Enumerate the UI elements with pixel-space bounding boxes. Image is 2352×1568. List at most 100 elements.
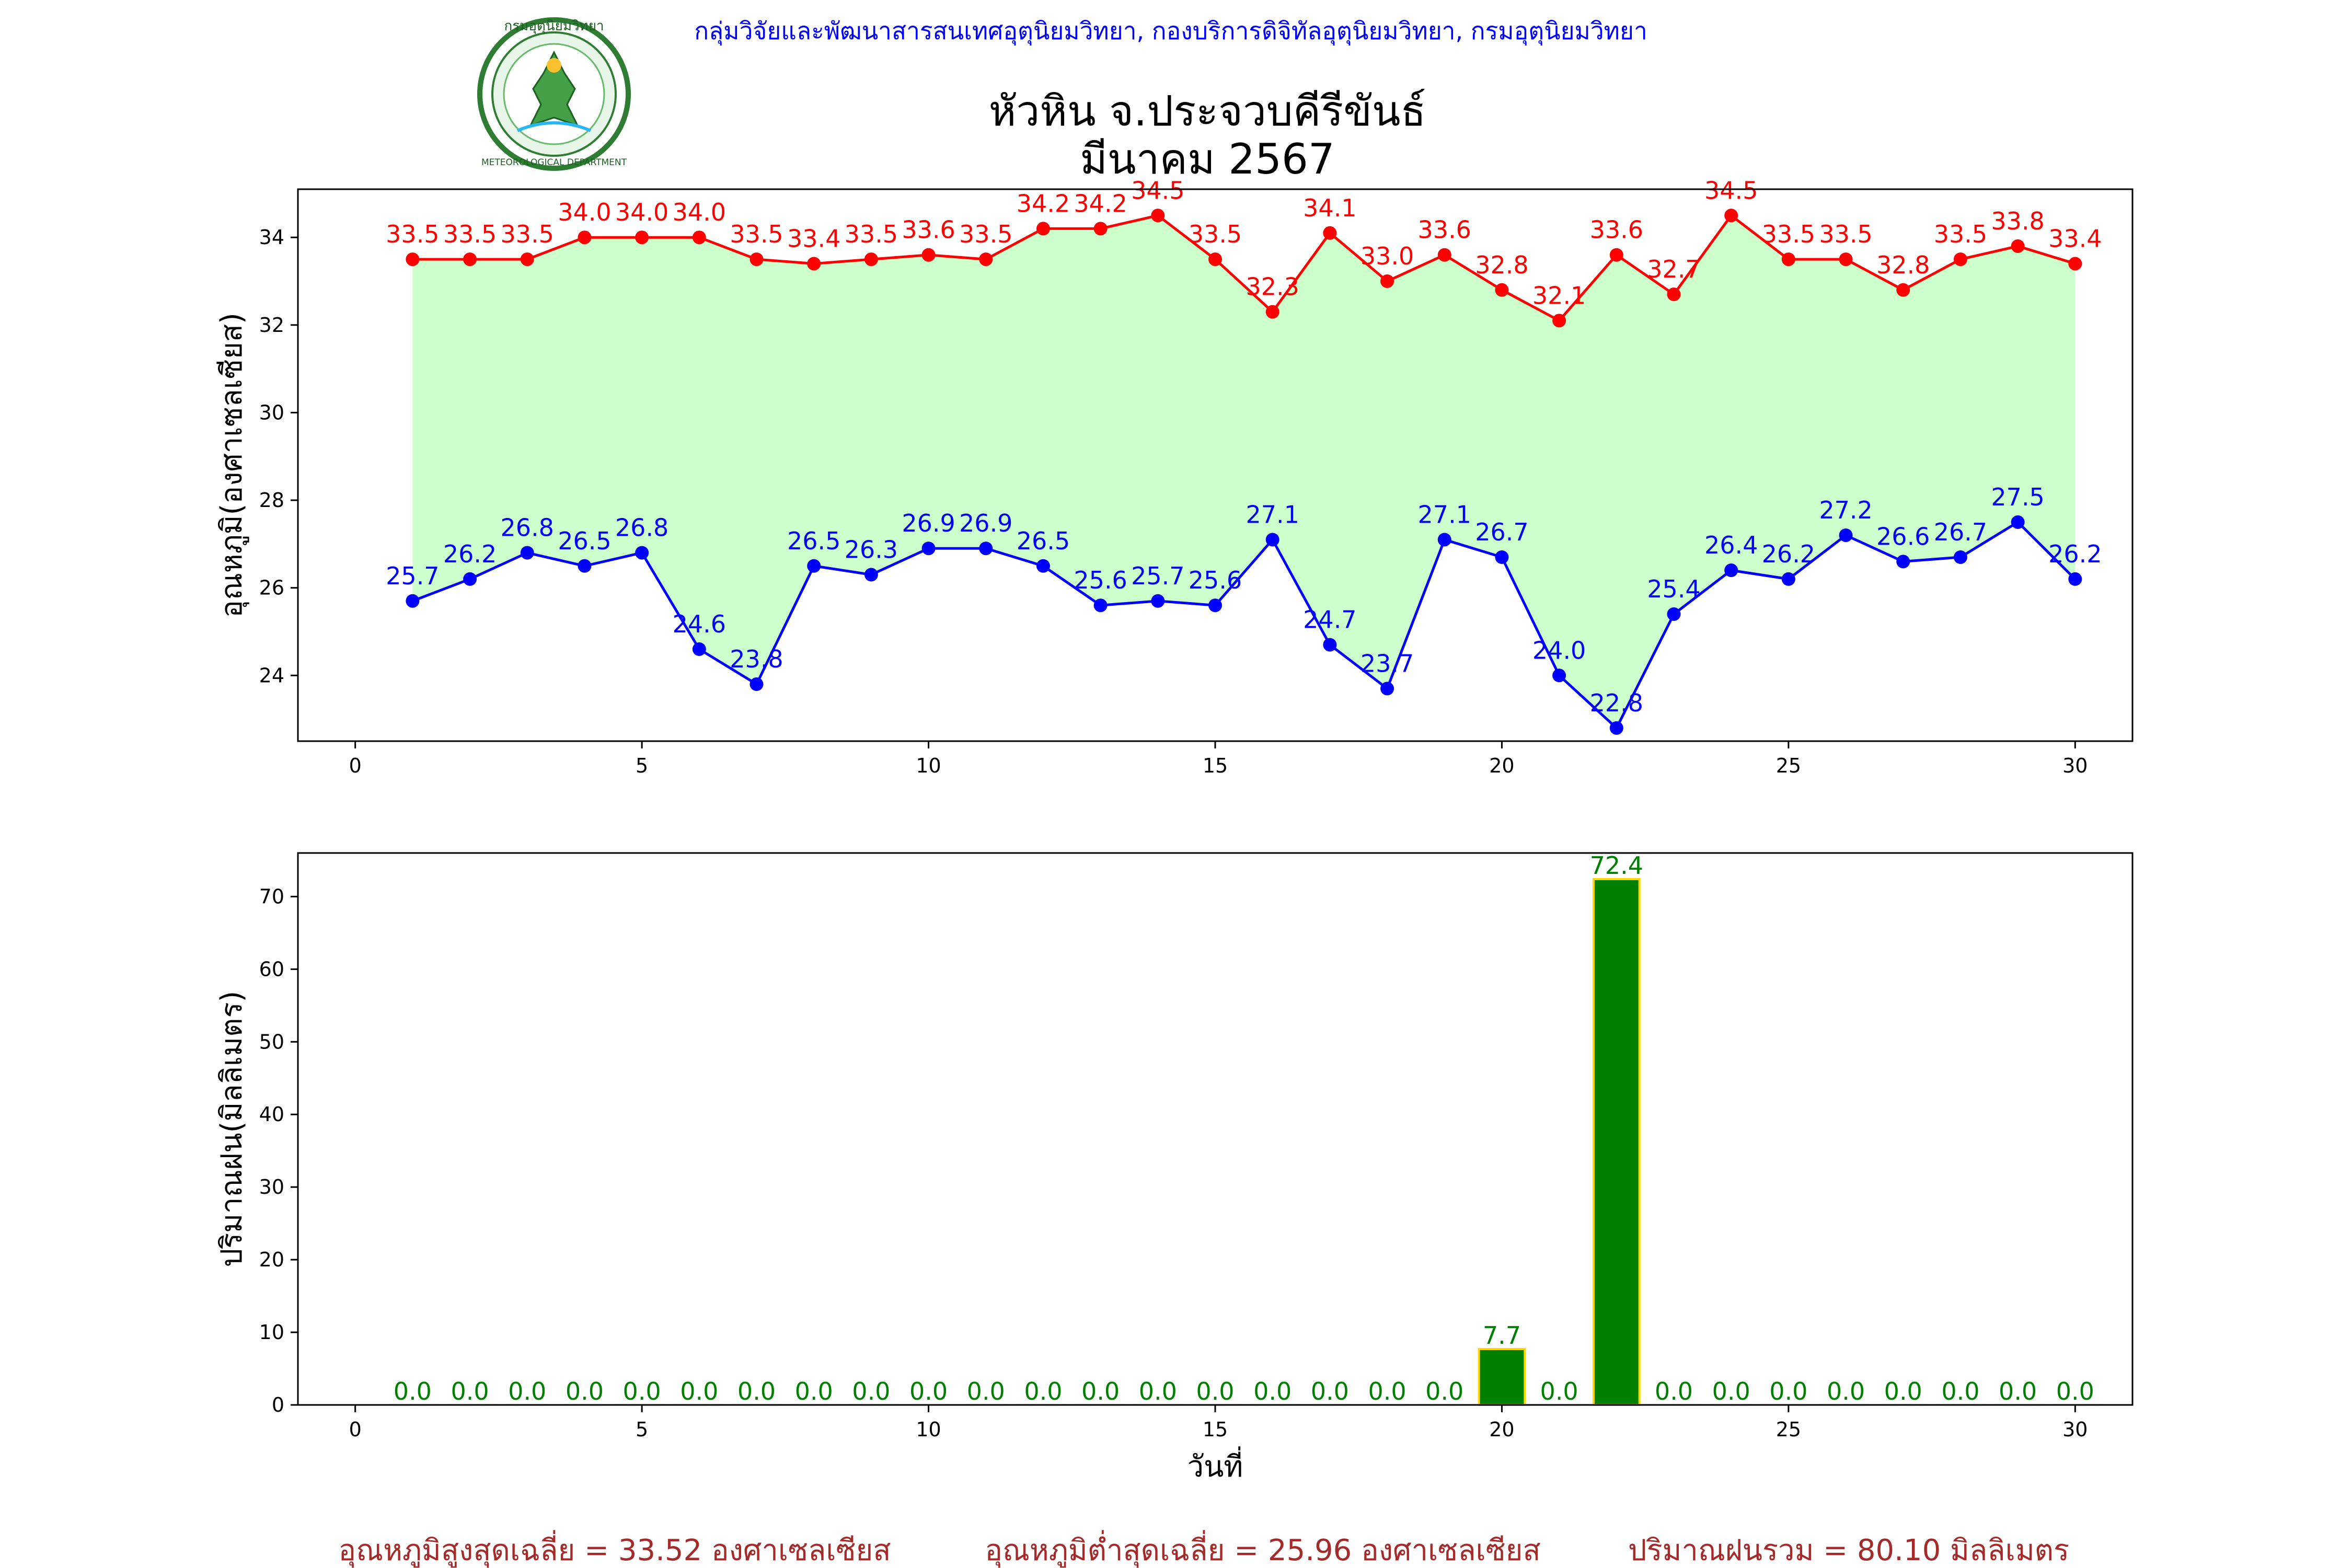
temperature-min-value-label: 26.2: [2048, 540, 2102, 568]
temperature-min-point: [750, 677, 764, 691]
temperature-min-point: [692, 642, 706, 656]
rainfall-value-label: 72.4: [1590, 851, 1643, 880]
temperature-max-point: [1667, 287, 1681, 302]
temperature-max-value-label: 33.4: [2048, 224, 2102, 252]
temperature-min-point: [921, 541, 936, 556]
temperature-min-point: [979, 541, 993, 556]
rainfall-x-tick-label: 20: [1489, 1418, 1514, 1441]
temperature-min-value-label: 27.5: [1991, 483, 2044, 511]
rainfall-y-tick-label: 60: [259, 958, 284, 981]
rainfall-value-label: 0.0: [1311, 1377, 1349, 1405]
temperature-x-tick-label: 30: [2062, 754, 2088, 777]
temperature-max-value-label: 33.5: [386, 220, 439, 248]
temperature-y-axis-label: อุณหภูมิ(องศาเซลเซียส): [215, 313, 249, 618]
temperature-max-point: [692, 230, 706, 245]
temperature-max-value-label: 33.4: [787, 224, 840, 252]
temperature-max-value-label: 33.5: [1819, 220, 1872, 248]
temperature-max-value-label: 33.5: [443, 220, 497, 248]
temperature-max-value-label: 34.2: [1017, 189, 1070, 217]
temperature-y-tick-label: 34: [259, 226, 284, 249]
temperature-min-value-label: 26.7: [1934, 518, 1987, 546]
temperature-min-value-label: 27.2: [1819, 496, 1872, 524]
temperature-max-point: [1724, 209, 1738, 223]
temperature-x-tick-label: 10: [916, 754, 941, 777]
rainfall-x-tick-label: 0: [349, 1418, 362, 1441]
temperature-min-point: [2068, 572, 2082, 586]
temperature-max-point: [1495, 283, 1509, 297]
temperature-min-value-label: 26.8: [615, 514, 668, 542]
rainfall-value-label: 0.0: [680, 1377, 718, 1405]
rainfall-value-label: 0.0: [967, 1377, 1005, 1405]
temperature-max-point: [1781, 252, 1795, 267]
temperature-min-point: [520, 546, 534, 560]
temperature-min-point: [578, 559, 592, 573]
temperature-min-value-label: 26.9: [959, 509, 1012, 537]
agency-header: กลุ่มวิจัยและพัฒนาสารสนเทศอุตุนิยมวิทยา,…: [694, 17, 1647, 46]
temperature-plot-frame: [297, 188, 2134, 742]
rainfall-value-label: 0.0: [508, 1377, 546, 1405]
rainfall-value-label: 0.0: [1884, 1377, 1922, 1405]
rainfall-chart: 0 5 10 15 20 25 30 0 10 20 30 40 50 60 70 0.0 0.0 0.0 0.0…: [215, 851, 2134, 1484]
temperature-max-value-label: 33.5: [730, 220, 783, 248]
chart-title-line2: มีนาคม 2567: [1080, 135, 1335, 183]
temperature-min-value-label: 26.3: [845, 536, 898, 564]
temperature-max-point: [1609, 248, 1623, 262]
rainfall-value-label: 0.0: [737, 1377, 776, 1405]
rainfall-value-label: 0.0: [1024, 1377, 1062, 1405]
rainfall-value-label: 0.0: [451, 1377, 489, 1405]
temperature-max-point: [406, 252, 420, 267]
temperature-min-point: [1437, 533, 1451, 547]
temperature-max-value-label: 33.0: [1361, 242, 1414, 270]
temperature-max-point: [2068, 257, 2082, 271]
logo-text-top: กรมอุตุนิยมวิทยา: [504, 18, 604, 34]
temperature-max-point: [1552, 314, 1566, 328]
temperature-max-point: [1839, 252, 1853, 267]
temperature-min-value-label: 23.7: [1361, 649, 1414, 677]
temperature-min-value-label: 26.2: [443, 540, 497, 568]
temperature-max-point: [2011, 239, 2025, 253]
temperature-min-point: [1380, 682, 1394, 696]
temperature-min-value-label: 23.8: [730, 645, 783, 673]
temperature-min-point: [2011, 515, 2025, 529]
rainfall-value-label: 0.0: [1425, 1377, 1463, 1405]
rainfall-value-label: 0.0: [1712, 1377, 1750, 1405]
temperature-max-value-label: 34.0: [615, 198, 668, 226]
temperature-min-value-label: 25.6: [1189, 566, 1242, 594]
temperature-min-point: [807, 559, 821, 573]
rainfall-x-tick-label: 30: [2062, 1418, 2088, 1441]
temperature-min-value-label: 26.5: [558, 527, 611, 555]
temperature-min-point: [1896, 555, 1910, 569]
rainfall-plot-frame: [297, 852, 2134, 1406]
rainfall-value-label: 0.0: [909, 1377, 948, 1405]
temperature-x-tick-label: 5: [636, 754, 648, 777]
temperature-max-value-label: 34.0: [558, 198, 611, 226]
temperature-min-value-label: 24.6: [673, 610, 726, 638]
temperature-x-tick-label: 0: [349, 754, 362, 777]
temperature-max-point: [1437, 248, 1451, 262]
temperature-min-point: [1151, 594, 1165, 608]
rainfall-value-label: 0.0: [1139, 1377, 1177, 1405]
rainfall-value-label: 0.0: [852, 1377, 890, 1405]
temperature-min-point: [635, 546, 649, 560]
temperature-min-value-label: 26.2: [1762, 540, 1815, 568]
rainfall-value-label: 0.0: [1999, 1377, 2037, 1405]
rainfall-y-tick-label: 0: [272, 1393, 284, 1416]
temperature-max-value-label: 32.1: [1532, 281, 1586, 309]
temperature-max-point: [635, 230, 649, 245]
rainfall-value-label: 0.0: [1655, 1377, 1693, 1405]
temperature-max-value-label: 33.8: [1991, 207, 2044, 235]
rainfall-value-label: 0.0: [1196, 1377, 1234, 1405]
temperature-min-value-label: 27.1: [1418, 500, 1471, 528]
temperature-max-point: [750, 252, 764, 267]
rainfall-value-label: 0.0: [394, 1377, 432, 1405]
temperature-max-value-label: 33.6: [902, 216, 955, 244]
temperature-min-value-label: 25.4: [1647, 575, 1700, 603]
temperature-max-point: [979, 252, 993, 267]
temperature-min-point: [406, 594, 420, 608]
temperature-min-point: [1093, 598, 1108, 613]
temperature-min-value-label: 25.7: [1131, 562, 1184, 590]
temperature-max-value-label: 33.6: [1590, 216, 1643, 244]
temperature-min-point: [1265, 533, 1279, 547]
temperature-x-tick-label: 15: [1203, 754, 1228, 777]
temperature-min-point: [1609, 721, 1623, 735]
